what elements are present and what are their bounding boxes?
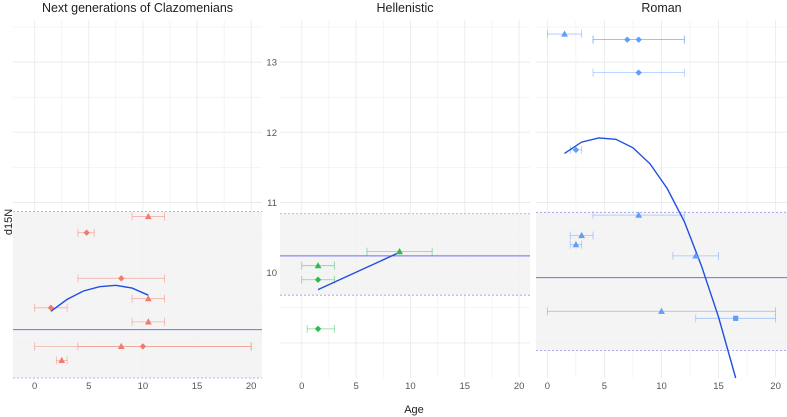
data-point — [314, 276, 322, 283]
fit-curve — [564, 137, 737, 379]
x-tick-label: 20 — [514, 381, 525, 392]
data-point — [144, 318, 152, 325]
x-tick-label: 10 — [405, 381, 416, 392]
x-tick-label: 15 — [192, 381, 203, 392]
data-point — [624, 36, 631, 43]
data-point — [635, 36, 642, 43]
panel-roman: Roman 0 5 10 15 20 — [536, 1, 787, 392]
data-point — [144, 212, 152, 220]
data-point — [561, 30, 568, 37]
data-point — [572, 241, 580, 248]
fit-curve — [50, 284, 149, 312]
data-point — [578, 231, 586, 239]
data-point — [58, 356, 66, 364]
data-point — [314, 262, 322, 269]
x-tick-label: 15 — [459, 381, 470, 392]
data-point — [47, 304, 55, 312]
y-axis-label: d15N — [3, 209, 15, 235]
x-tick-label: 5 — [353, 381, 358, 392]
data-point — [572, 146, 580, 154]
data-point — [635, 211, 643, 218]
data-point — [117, 342, 125, 350]
y-tick-label: 11 — [267, 198, 277, 209]
fit-curve — [317, 251, 400, 291]
panel-title-hellenistic: Hellenistic — [377, 1, 434, 15]
data-point — [139, 343, 147, 350]
data-point — [314, 325, 322, 333]
data-point — [692, 252, 700, 259]
data-point — [635, 69, 642, 76]
y-tick-label: 10 — [266, 268, 277, 279]
error-bar — [77, 342, 252, 351]
range-band — [13, 211, 262, 378]
y-tick-label: 12 — [266, 128, 277, 139]
data-point — [396, 248, 403, 255]
x-tick-label: 0 — [32, 381, 37, 392]
x-tick-label: 0 — [299, 381, 304, 392]
y-tick-label: 13 — [266, 58, 277, 69]
data-point — [733, 315, 739, 321]
x-tick-label: 20 — [770, 381, 781, 392]
panel-title-clazomenians: Next generations of Clazomenians — [42, 1, 233, 15]
x-tick-label: 20 — [246, 381, 257, 392]
data-point — [144, 295, 152, 302]
x-tick-label: 5 — [86, 381, 91, 392]
x-axis-label: Age — [404, 404, 424, 416]
x-tick-label: 15 — [713, 381, 724, 392]
data-point — [118, 275, 125, 282]
data-point — [83, 229, 90, 236]
panel-clazomenians: Next generations of Clazomenians 0 5 10 15 20 — [13, 1, 262, 392]
range-band — [280, 213, 530, 296]
range-band — [536, 212, 787, 351]
data-point — [658, 307, 665, 314]
x-tick-label: 0 — [545, 381, 550, 392]
panel-hellenistic: Hellenistic 0 5 10 15 20 10 11 12 13 — [266, 1, 530, 392]
x-tick-label: 10 — [138, 381, 149, 392]
x-tick-label: 10 — [656, 381, 667, 392]
x-tick-label: 5 — [602, 381, 607, 392]
panel-title-roman: Roman — [641, 1, 681, 15]
